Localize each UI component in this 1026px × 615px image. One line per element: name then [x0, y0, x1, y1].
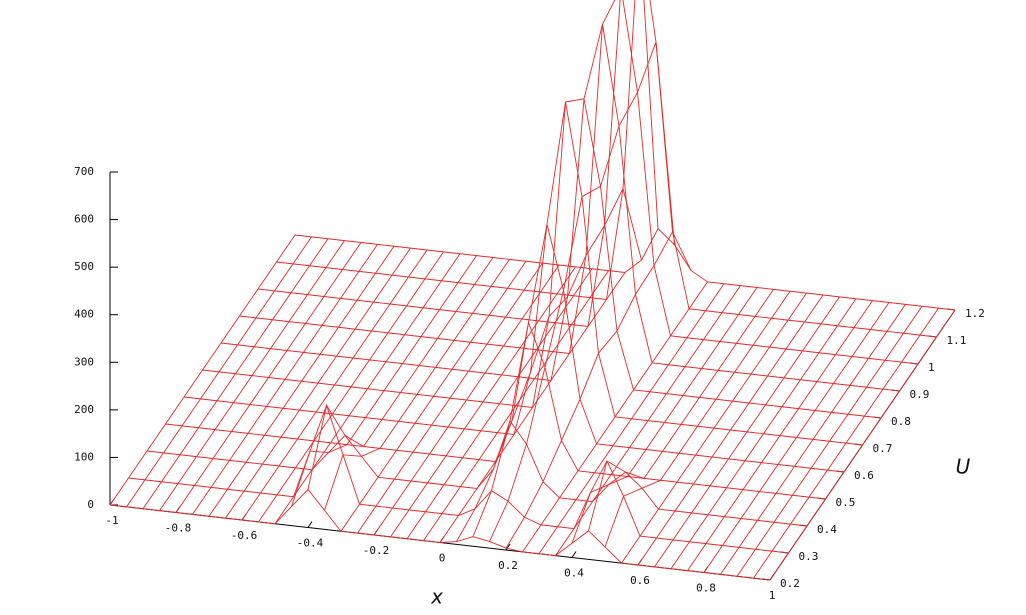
surface-column	[736, 305, 923, 577]
surface-column	[406, 268, 593, 540]
surface-column	[258, 251, 444, 523]
surface-column	[571, 287, 758, 544]
surface-column	[307, 257, 494, 490]
surface-column	[324, 259, 510, 511]
z-tick-label: 200	[74, 403, 94, 416]
surface-column	[208, 245, 395, 517]
surface-column	[373, 264, 560, 536]
x-tick-label: 0	[439, 552, 446, 565]
z-tick-label: 600	[74, 213, 94, 226]
surface-row	[202, 101, 863, 446]
x-tick-label: 1	[769, 589, 776, 602]
z-tick-label: 400	[74, 308, 94, 321]
surface-row	[128, 403, 789, 554]
u-tick-label: 1	[928, 361, 935, 374]
surface-row	[239, 24, 900, 392]
z-tick-label: 700	[74, 165, 94, 178]
surface-column	[192, 244, 378, 515]
z-tick-label: 500	[74, 260, 94, 273]
x-tick-label: 0.2	[498, 559, 518, 572]
z-tick-label: 100	[74, 450, 94, 463]
surface-column	[241, 249, 428, 521]
u-tick-label: 0.9	[910, 388, 930, 401]
z-tick-label: 0	[87, 498, 94, 511]
surface-column	[538, 283, 725, 555]
u-tick-label: 0.2	[780, 577, 800, 590]
u-tick-label: 0.8	[891, 415, 911, 428]
surface-column	[588, 289, 774, 531]
u-tick-label: 0.6	[854, 469, 874, 482]
surface-column	[390, 266, 576, 538]
surface-row	[165, 320, 826, 500]
surface-column	[555, 285, 741, 556]
surface-column	[654, 296, 840, 568]
surface-column	[489, 41, 675, 542]
x-tick	[505, 543, 511, 551]
surface-column	[126, 236, 312, 508]
u-tick-label: 1.2	[965, 307, 985, 320]
surface-column	[439, 272, 626, 543]
surface-column	[456, 187, 642, 542]
x-tick-label: -0.6	[231, 529, 258, 542]
u-tick-label: 1.1	[947, 334, 967, 347]
surface-column	[769, 309, 956, 581]
z-tick-label: 300	[74, 355, 94, 368]
surface-column	[357, 262, 543, 534]
x-axis-label: x	[430, 585, 443, 609]
x-tick	[571, 551, 577, 558]
u-tick-label: 0.5	[836, 496, 856, 509]
surface-column	[142, 238, 329, 510]
surface-column	[687, 300, 873, 571]
x-tick	[307, 521, 313, 528]
x-tick-label: -1	[105, 514, 118, 527]
u-tick-label: 0.3	[799, 550, 819, 563]
x-tick-label: 0.6	[630, 574, 650, 587]
surface-column	[225, 247, 411, 519]
surface-row	[220, 98, 882, 419]
surface-column	[159, 240, 345, 511]
u-tick-label: 0.7	[873, 442, 893, 455]
surface-column	[274, 253, 461, 525]
x-tick-label: -0.8	[165, 522, 192, 535]
u-tick-label: 0.4	[817, 523, 837, 536]
surface-column	[522, 281, 708, 553]
surface-column	[621, 292, 807, 564]
surface-column	[423, 270, 609, 541]
x-tick-label: 0.8	[696, 582, 716, 595]
u-axis-label: U	[956, 455, 971, 479]
surface-column	[604, 290, 791, 548]
surface-column	[109, 234, 296, 506]
surface-column	[753, 307, 939, 579]
x-tick-label: -0.4	[297, 537, 324, 550]
x-tick-label: -0.2	[363, 544, 390, 557]
surface-column	[291, 255, 477, 507]
surface-row	[109, 488, 771, 581]
surface-column	[703, 302, 890, 573]
surface-column	[720, 304, 906, 575]
surface-column	[670, 298, 857, 570]
surface-column	[340, 260, 527, 532]
surface-row	[257, 0, 919, 365]
x-tick-label: 0.4	[564, 567, 584, 580]
surface-column	[175, 242, 362, 513]
surface-column	[472, 0, 659, 537]
surface-column	[637, 294, 824, 566]
surface-column	[505, 230, 692, 549]
